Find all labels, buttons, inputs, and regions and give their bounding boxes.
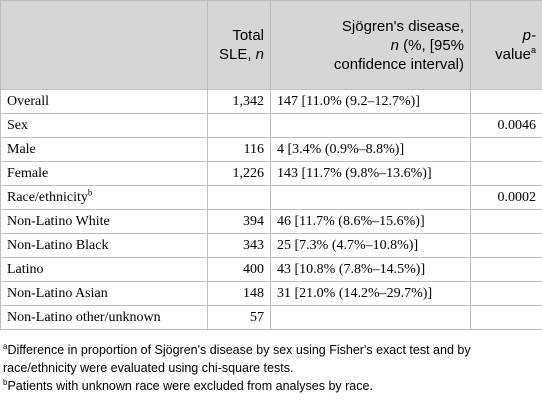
row-total: 116 [207,137,271,162]
footnote-a-mark: a [3,341,8,351]
table-row: Non-Latino Asian 148 31 [21.0% (14.2%–29… [0,281,542,306]
row-total: 57 [207,305,271,330]
row-p-value: 0.0002 [470,185,542,210]
header-total-line1: Total [232,27,264,44]
row-sjogren: 31 [21.0% (14.2%–29.7%)] [270,281,471,306]
table-row: Sex 0.0046 [0,113,542,138]
footnote-a: aDifference in proportion of Sjögren's d… [3,341,539,377]
table-row: Female 1,226 143 [11.7% (9.8%–13.6%)] [0,161,542,186]
header-total-n: n [255,46,264,63]
row-label: Race/ethnicity [7,189,88,205]
footnote-b-mark: b [3,377,8,387]
row-label: Non-Latino other/unknown [0,305,208,330]
footnotes: aDifference in proportion of Sjögren's d… [0,341,542,395]
row-total [207,113,271,138]
row-p-value [470,305,542,330]
footnote-a-text: Difference in proportion of Sjögren's di… [3,343,471,375]
footnote-b-text: Patients with unknown race were excluded… [7,379,373,393]
row-p-value [470,137,542,162]
table-row: Non-Latino White 394 46 [11.7% (8.6%–15.… [0,209,542,234]
row-sjogren: 46 [11.7% (8.6%–15.6%)] [270,209,471,234]
row-p-value [470,281,542,306]
row-p-value [470,233,542,258]
header-sjogren-line3: confidence interval) [333,55,464,73]
row-total: 148 [207,281,271,306]
row-sjogren: 147 [11.0% (9.2–12.7%)] [270,89,471,114]
row-sjogren [270,305,471,330]
table-row: Non-Latino Black 343 25 [7.3% (4.7%–10.8… [0,233,542,258]
row-p-value [470,257,542,282]
header-sjogren-line1: Sjögren's disease, [341,17,464,35]
header-sjogren-n: n [390,36,399,54]
row-total: 400 [207,257,271,282]
row-total: 394 [207,209,271,234]
row-sjogren: 43 [10.8% (7.8%–14.5%)] [270,257,471,282]
row-p-value [470,161,542,186]
row-sjogren: 25 [7.3% (4.7%–10.8%)] [270,233,471,258]
row-p-value: 0.0046 [470,113,542,138]
row-label-cell: Race/ethnicityb [0,185,208,210]
header-total-sle: Total SLE, n [207,0,271,90]
header-p-value: p- valuea [470,0,542,90]
row-sjogren [270,113,471,138]
row-label: Male [0,137,208,162]
row-label: Non-Latino Asian [0,281,208,306]
row-total: 1,226 [207,161,271,186]
row-sjogren [270,185,471,210]
row-label: Non-Latino White [0,209,208,234]
header-p-line1: p- [522,27,536,44]
row-total: 343 [207,233,271,258]
row-label: Latino [0,257,208,282]
table-row: Male 116 4 [3.4% (0.9%–8.8%)] [0,137,542,162]
row-sjogren: 143 [11.7% (9.8%–13.6%)] [270,161,471,186]
footnote-b: bPatients with unknown race were exclude… [3,377,539,395]
header-p-line2: value [495,46,531,63]
row-total: 1,342 [207,89,271,114]
table-row: Overall 1,342 147 [11.0% (9.2–12.7%)] [0,89,542,114]
table-row: Race/ethnicityb 0.0002 [0,185,542,210]
header-row: Total SLE, n Sjögren's disease, n (%, [9… [0,0,542,90]
row-label: Non-Latino Black [0,233,208,258]
row-label: Sex [0,113,208,138]
row-label: Overall [0,89,208,114]
header-total-line2: SLE, [218,46,256,63]
header-sjogren-line2: (%, [95% [398,36,464,54]
row-label-sup: b [87,186,93,197]
row-p-value [470,209,542,234]
header-sjogren: Sjögren's disease, n (%, [95% confidence… [270,0,471,90]
table-body: Overall 1,342 147 [11.0% (9.2–12.7%)] Se… [0,89,542,330]
row-total [207,185,271,210]
header-category [0,0,208,90]
table-row: Non-Latino other/unknown 57 [0,305,542,330]
table-row: Latino 400 43 [10.8% (7.8%–14.5%)] [0,257,542,282]
results-table: Total SLE, n Sjögren's disease, n (%, [9… [0,0,542,330]
row-label: Female [0,161,208,186]
row-p-value [470,89,542,114]
table-header: Total SLE, n Sjögren's disease, n (%, [9… [0,0,542,90]
row-sjogren: 4 [3.4% (0.9%–8.8%)] [270,137,471,162]
header-p-sup: a [530,45,536,55]
